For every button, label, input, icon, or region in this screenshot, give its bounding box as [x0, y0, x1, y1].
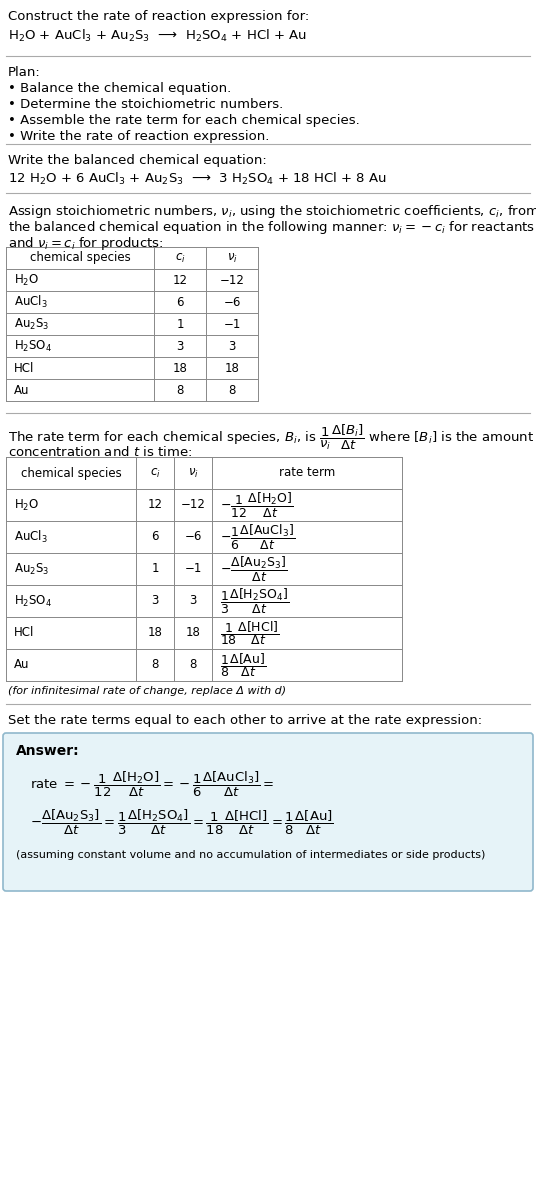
Text: −1: −1: [224, 318, 241, 331]
Text: 8: 8: [176, 383, 184, 396]
Text: 12: 12: [147, 499, 162, 511]
Text: $\mathregular{H_2O}$: $\mathregular{H_2O}$: [14, 272, 39, 288]
Text: Answer:: Answer:: [16, 744, 80, 758]
Text: HCl: HCl: [14, 627, 34, 640]
Text: 12 $\mathregular{H_2O}$ + 6 $\mathregular{AuCl_3}$ + $\mathregular{Au_2S_3}$  ⟶ : 12 $\mathregular{H_2O}$ + 6 $\mathregula…: [8, 171, 387, 187]
Text: −6: −6: [224, 295, 241, 308]
Text: • Balance the chemical equation.: • Balance the chemical equation.: [8, 82, 231, 96]
Text: $\dfrac{1}{18}\dfrac{\Delta[\mathregular{HCl}]}{\Delta t}$: $\dfrac{1}{18}\dfrac{\Delta[\mathregular…: [220, 618, 279, 647]
Text: $\mathregular{H_2SO_4}$: $\mathregular{H_2SO_4}$: [14, 593, 52, 609]
Text: 3: 3: [151, 595, 159, 608]
Text: −1: −1: [184, 562, 202, 576]
Text: 18: 18: [185, 627, 200, 640]
Text: Au: Au: [14, 383, 29, 396]
Text: $\mathregular{H_2O}$ + $\mathregular{AuCl_3}$ + $\mathregular{Au_2S_3}$  ⟶  $\ma: $\mathregular{H_2O}$ + $\mathregular{AuC…: [8, 27, 307, 44]
Text: Set the rate terms equal to each other to arrive at the rate expression:: Set the rate terms equal to each other t…: [8, 714, 482, 727]
Text: 3: 3: [228, 339, 236, 352]
Text: $\nu_i$: $\nu_i$: [188, 467, 198, 480]
Text: Construct the rate of reaction expression for:: Construct the rate of reaction expressio…: [8, 10, 309, 23]
Text: the balanced chemical equation in the following manner: $\nu_i = -c_i$ for react: the balanced chemical equation in the fo…: [8, 219, 535, 236]
Text: • Assemble the rate term for each chemical species.: • Assemble the rate term for each chemic…: [8, 113, 360, 127]
Text: Write the balanced chemical equation:: Write the balanced chemical equation:: [8, 154, 267, 167]
Text: Plan:: Plan:: [8, 66, 41, 79]
Text: (for infinitesimal rate of change, replace Δ with d): (for infinitesimal rate of change, repla…: [8, 687, 286, 696]
Text: $c_i$: $c_i$: [150, 467, 160, 480]
Text: 8: 8: [228, 383, 236, 396]
Text: 3: 3: [189, 595, 197, 608]
Text: The rate term for each chemical species, $B_i$, is $\dfrac{1}{\nu_i}\dfrac{\Delt: The rate term for each chemical species,…: [8, 423, 534, 453]
Text: $\dfrac{1}{8}\dfrac{\Delta[\mathregular{Au}]}{\Delta t}$: $\dfrac{1}{8}\dfrac{\Delta[\mathregular{…: [220, 651, 266, 679]
Text: $\dfrac{1}{3}\dfrac{\Delta[\mathregular{H_2SO_4}]}{\Delta t}$: $\dfrac{1}{3}\dfrac{\Delta[\mathregular{…: [220, 586, 289, 615]
Text: $-\dfrac{1}{12}\dfrac{\Delta[\mathregular{H_2O}]}{\Delta t}$: $-\dfrac{1}{12}\dfrac{\Delta[\mathregula…: [220, 491, 294, 519]
Text: (assuming constant volume and no accumulation of intermediates or side products): (assuming constant volume and no accumul…: [16, 850, 486, 860]
Text: HCl: HCl: [14, 362, 34, 375]
Text: −6: −6: [184, 530, 202, 543]
Text: Au: Au: [14, 659, 29, 671]
Text: 3: 3: [176, 339, 184, 352]
Text: 18: 18: [147, 627, 162, 640]
Text: $-\dfrac{\Delta[\mathregular{Au_2S_3}]}{\Delta t} = \dfrac{1}{3}\dfrac{\Delta[\m: $-\dfrac{\Delta[\mathregular{Au_2S_3}]}{…: [30, 808, 333, 837]
Text: Assign stoichiometric numbers, $\nu_i$, using the stoichiometric coefficients, $: Assign stoichiometric numbers, $\nu_i$, …: [8, 203, 536, 220]
Text: $\nu_i$: $\nu_i$: [227, 252, 237, 265]
Text: $-\dfrac{\Delta[\mathregular{Au_2S_3}]}{\Delta t}$: $-\dfrac{\Delta[\mathregular{Au_2S_3}]}{…: [220, 554, 287, 584]
Text: $\mathregular{AuCl_3}$: $\mathregular{AuCl_3}$: [14, 294, 48, 310]
Text: 1: 1: [151, 562, 159, 576]
Text: $\mathregular{H_2SO_4}$: $\mathregular{H_2SO_4}$: [14, 338, 52, 353]
Text: $\mathregular{Au_2S_3}$: $\mathregular{Au_2S_3}$: [14, 316, 49, 332]
Text: concentration and $t$ is time:: concentration and $t$ is time:: [8, 445, 192, 458]
Text: 6: 6: [151, 530, 159, 543]
Text: rate term: rate term: [279, 467, 335, 480]
Text: $\mathregular{H_2O}$: $\mathregular{H_2O}$: [14, 498, 39, 512]
Text: 6: 6: [176, 295, 184, 308]
Text: and $\nu_i = c_i$ for products:: and $\nu_i = c_i$ for products:: [8, 235, 163, 252]
Text: $-\dfrac{1}{6}\dfrac{\Delta[\mathregular{AuCl_3}]}{\Delta t}$: $-\dfrac{1}{6}\dfrac{\Delta[\mathregular…: [220, 523, 295, 552]
FancyBboxPatch shape: [3, 733, 533, 891]
Text: 1: 1: [176, 318, 184, 331]
Text: −12: −12: [220, 273, 244, 287]
Text: • Determine the stoichiometric numbers.: • Determine the stoichiometric numbers.: [8, 98, 283, 111]
Text: rate $= -\dfrac{1}{12}\dfrac{\Delta[\mathregular{H_2O}]}{\Delta t} = -\dfrac{1}{: rate $= -\dfrac{1}{12}\dfrac{\Delta[\mat…: [30, 770, 274, 799]
Text: 18: 18: [173, 362, 188, 375]
Text: 8: 8: [151, 659, 159, 671]
Text: $c_i$: $c_i$: [175, 252, 185, 265]
Text: $\mathregular{AuCl_3}$: $\mathregular{AuCl_3}$: [14, 529, 48, 544]
Text: • Write the rate of reaction expression.: • Write the rate of reaction expression.: [8, 130, 270, 143]
Text: chemical species: chemical species: [29, 252, 130, 265]
Text: −12: −12: [181, 499, 205, 511]
Text: 12: 12: [173, 273, 188, 287]
Text: chemical species: chemical species: [20, 467, 121, 480]
Text: $\mathregular{Au_2S_3}$: $\mathregular{Au_2S_3}$: [14, 561, 49, 577]
Text: 18: 18: [225, 362, 240, 375]
Text: 8: 8: [189, 659, 197, 671]
